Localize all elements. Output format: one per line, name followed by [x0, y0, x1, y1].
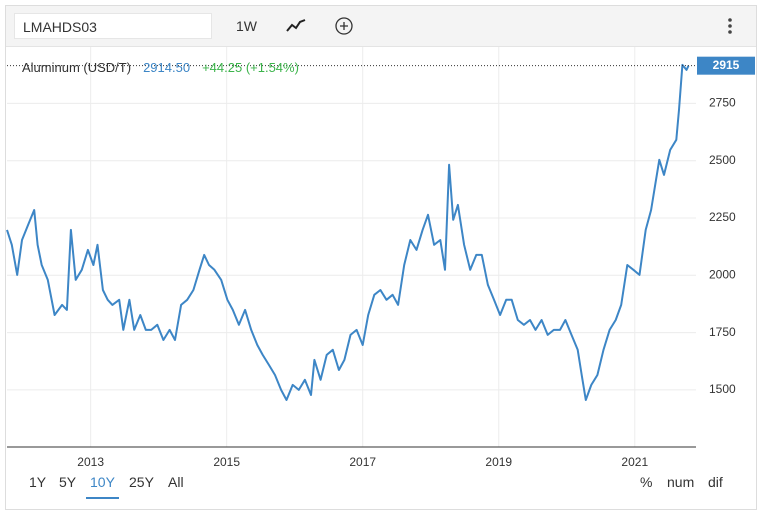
- chart-widget: LMAHDS03 1W: [5, 5, 757, 510]
- range-button[interactable]: 10Y: [86, 474, 119, 499]
- x-tick-label: 2021: [621, 455, 648, 469]
- y-tick-label: 2000: [709, 267, 736, 281]
- y-tick-label: 2750: [709, 96, 736, 110]
- x-tick-label: 2017: [349, 455, 376, 469]
- menu-button[interactable]: [726, 17, 736, 37]
- interval-button[interactable]: 1W: [236, 18, 257, 34]
- legend-item: 2914.50: [143, 60, 190, 75]
- legend-item: +44.25 (+1.54%): [202, 60, 299, 75]
- range-button[interactable]: 1Y: [29, 474, 47, 490]
- add-button[interactable]: [335, 17, 355, 37]
- chart-type-button[interactable]: [286, 18, 306, 34]
- y-tick-label: 2250: [709, 210, 736, 224]
- symbol-input[interactable]: LMAHDS03: [14, 13, 212, 39]
- y-axis-panel: [696, 47, 755, 447]
- y-tick-label: 1750: [709, 325, 736, 339]
- last-price-label: 2915: [713, 58, 740, 72]
- range-button[interactable]: 5Y: [59, 474, 77, 490]
- toolbar: LMAHDS03 1W: [6, 6, 756, 47]
- y-tick-label: 2500: [709, 153, 736, 167]
- x-tick-label: 2015: [213, 455, 240, 469]
- x-tick-label: 2013: [77, 455, 104, 469]
- range-button[interactable]: 25Y: [129, 474, 154, 490]
- range-button[interactable]: All: [168, 474, 184, 490]
- y-tick-label: 1500: [709, 382, 736, 396]
- price-line: [6, 63, 690, 401]
- mode-button[interactable]: %: [640, 474, 653, 490]
- x-tick-label: 2019: [485, 455, 512, 469]
- legend-item: Aluminum (USD/T): [22, 60, 131, 75]
- last-price-badge: [697, 56, 755, 75]
- mode-button[interactable]: num: [667, 474, 695, 490]
- mode-button[interactable]: dif: [708, 474, 723, 490]
- legend: Aluminum (USD/T) 2914.50 +44.25 (+1.54%): [22, 60, 299, 75]
